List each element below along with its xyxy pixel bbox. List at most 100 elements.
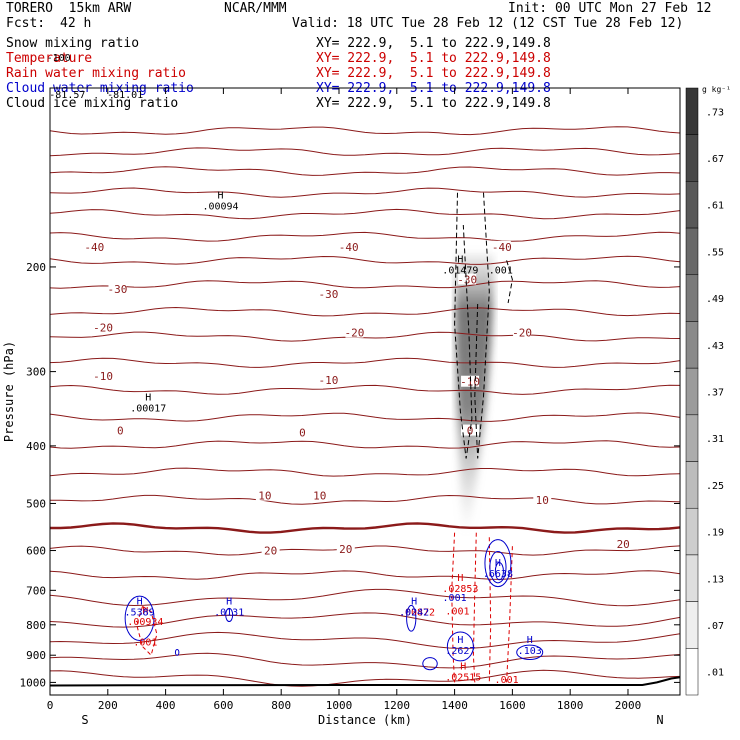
x-tick-label: 1600 — [499, 699, 526, 712]
maximum-value: .02853 — [442, 584, 478, 595]
isotherm — [49, 147, 681, 157]
colorbar-segment — [685, 461, 699, 509]
fcst-label: Fcst: — [6, 16, 46, 31]
maximum-marker: H — [411, 597, 417, 608]
colorbar-segment — [685, 601, 699, 649]
colorbar-segment — [685, 87, 699, 135]
colorbar-label: .67 — [706, 154, 724, 165]
cloud-ice-contour — [454, 192, 473, 459]
maximum-value: .103 — [518, 646, 542, 657]
isotherm — [49, 494, 681, 505]
x-tick-label: 1800 — [557, 699, 584, 712]
legend-xy: XY= 222.9, 5.1 to 222.9,149.8 — [316, 36, 551, 51]
colorbar-label: .73 — [706, 107, 724, 118]
isotherm-label-bg — [293, 426, 312, 438]
org-label: NCAR/MMM — [224, 1, 287, 16]
isotherm — [49, 570, 681, 580]
isotherm-label-bg — [94, 369, 113, 381]
colorbar-label: .01 — [706, 668, 724, 679]
maximum-value: .00094 — [202, 201, 238, 212]
x-tick-label: 2000 — [615, 699, 642, 712]
isotherm-label-bg — [533, 493, 552, 505]
maximum-marker: H — [460, 661, 466, 672]
colorbar-segment — [685, 648, 699, 696]
maximum-value: -100 — [47, 53, 71, 64]
maximum-marker: H — [142, 606, 148, 617]
maximum-marker: H — [137, 597, 143, 608]
maximum-value: .0242 — [399, 608, 429, 619]
isotherm — [50, 522, 681, 534]
isotherm-label-bg — [255, 489, 274, 501]
isotherm-label: 10 — [258, 490, 271, 503]
isotherm-label: -20 — [512, 327, 532, 340]
isotherm-label: -40 — [84, 241, 104, 254]
isotherm-label-bg — [111, 424, 130, 436]
maximum-value: .2627 — [445, 646, 475, 657]
cloud-water-contour — [489, 551, 507, 584]
maximum-marker: H — [457, 635, 463, 646]
valid-time: Valid: 18 UTC Tue 28 Feb 12 (12 CST Tue … — [292, 16, 684, 31]
maximum-value: -81.01 — [107, 90, 143, 101]
isotherm-label: -20 — [345, 327, 365, 340]
isotherm — [49, 384, 681, 395]
cloud-water-contour — [406, 604, 417, 632]
x-tick-label: 600 — [213, 699, 233, 712]
isotherm — [49, 280, 681, 289]
maximum-value: -81.57 — [49, 90, 85, 101]
cloud-ice-contour — [506, 260, 513, 304]
x-tick-label: 1000 — [326, 699, 353, 712]
isotherm — [49, 306, 681, 317]
colorbar-label: .31 — [706, 434, 724, 445]
y-tick-label: 200 — [26, 261, 46, 274]
colorbar-segment — [685, 181, 699, 229]
x-axis-label: Distance (km) — [318, 713, 412, 727]
maximum-marker: H — [495, 558, 501, 569]
isotherm-label-bg — [339, 240, 358, 252]
isotherm-label: 10 — [536, 494, 549, 507]
maximum-value: .01479 — [442, 265, 478, 276]
colorbar-label: .25 — [706, 481, 724, 492]
maximum-value: .001 — [445, 606, 469, 617]
isotherm — [49, 631, 681, 649]
cloud-water-contour — [174, 648, 180, 656]
plot-frame — [49, 87, 681, 696]
maximum-value: .5389 — [125, 608, 155, 619]
isotherm-label: -30 — [318, 288, 338, 301]
isotherm-label-bg — [310, 489, 329, 501]
rain-contour — [472, 532, 477, 683]
isotherm-label: 0 — [117, 425, 124, 438]
maximum-value: .02515 — [445, 672, 481, 683]
maximum-marker: H — [217, 190, 223, 201]
isotherm — [49, 440, 681, 449]
isotherm — [49, 652, 681, 669]
colorbar-label: .61 — [706, 201, 724, 212]
y-tick-label: 1000 — [20, 676, 47, 689]
isotherm-label-bg — [336, 543, 355, 555]
maximum-marker: H — [457, 573, 463, 584]
x-tick-label: 200 — [98, 699, 118, 712]
colorbar-segment — [685, 227, 699, 276]
y-tick-label: 700 — [26, 584, 46, 597]
isotherm-label: -40 — [492, 241, 512, 254]
isotherm — [49, 612, 681, 628]
terrain-line — [49, 676, 681, 687]
maximum-value: .001 — [133, 637, 157, 648]
x-tick-label: 1200 — [384, 699, 411, 712]
maximum-value: .001 — [489, 265, 513, 276]
y-tick-label: 600 — [26, 545, 46, 558]
isotherm — [49, 187, 681, 198]
isotherm-label: -40 — [339, 241, 359, 254]
isotherm-label: -30 — [108, 283, 128, 296]
isotherm-label-bg — [513, 326, 532, 338]
x-tick-label: 0 — [47, 699, 54, 712]
rain-contour — [506, 546, 513, 683]
isotherm-label: 20 — [264, 545, 277, 558]
colorbar-unit: g kg⁻¹ — [702, 85, 731, 94]
maximum-marker: H — [527, 635, 533, 646]
colorbar-label: .37 — [706, 388, 724, 399]
x-tick-label: 1400 — [441, 699, 468, 712]
isotherm-label: 0 — [467, 425, 474, 438]
colorbar-segment — [685, 507, 699, 556]
init-time: Init: 00 UTC Mon 27 Feb 12 — [508, 1, 712, 16]
isotherm — [49, 255, 681, 265]
